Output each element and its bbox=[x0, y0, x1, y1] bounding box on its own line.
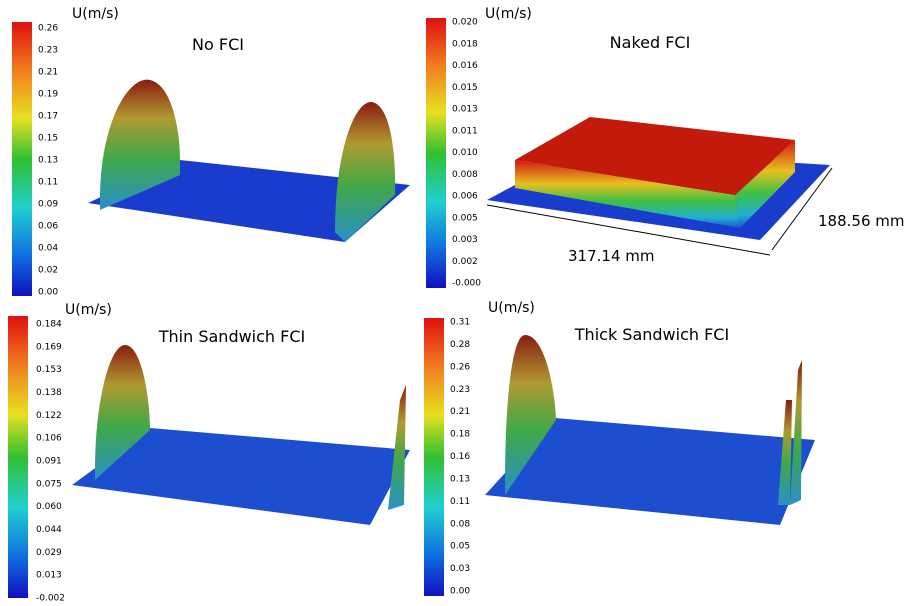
colorbar-tick-label: 0.17 bbox=[38, 112, 58, 122]
colorbar bbox=[8, 316, 28, 598]
colorbar-tick-label: 0.19 bbox=[38, 90, 58, 100]
colorbar-tick-label: 0.006 bbox=[452, 192, 478, 202]
unit-label: U(m/s) bbox=[65, 302, 112, 318]
colorbar-tick-label: 0.00 bbox=[38, 288, 58, 298]
colorbar bbox=[424, 318, 444, 596]
colorbar-tick-label: 0.122 bbox=[36, 411, 62, 421]
colorbar-tick-label: 0.23 bbox=[38, 46, 58, 56]
colorbar-tick-label: 0.184 bbox=[36, 320, 62, 330]
colorbar-tick-label: 0.169 bbox=[36, 342, 62, 352]
velocity-peak bbox=[335, 102, 395, 242]
colorbar-tick-label: 0.011 bbox=[452, 126, 478, 136]
panel-title: No FCI bbox=[192, 35, 244, 54]
unit-label: U(m/s) bbox=[488, 300, 535, 316]
colorbar-tick-label: 0.04 bbox=[38, 244, 58, 254]
colorbar-tick-label: 0.13 bbox=[450, 474, 470, 484]
velocity-peak bbox=[790, 360, 802, 505]
velocity-peak bbox=[388, 385, 406, 510]
colorbar-tick-label: 0.06 bbox=[38, 222, 58, 232]
colorbar-tick-label: 0.020 bbox=[452, 18, 478, 28]
colorbar-tick-label: 0.091 bbox=[36, 457, 62, 467]
colorbar-tick-label: 0.08 bbox=[450, 519, 470, 529]
page: U(m/s) No FCI U(m/s) Naked FCI 317.14 mm… bbox=[0, 0, 909, 606]
dimension-label: 317.14 mm bbox=[568, 247, 654, 265]
colorbar-tick-label: 0.153 bbox=[36, 365, 62, 375]
colorbar-tick-label: 0.02 bbox=[38, 266, 58, 276]
colorbar-tick-label: 0.075 bbox=[36, 479, 62, 489]
colorbar-tick-label: 0.005 bbox=[452, 213, 478, 223]
colorbar-tick-label: 0.013 bbox=[36, 571, 62, 581]
colorbar bbox=[12, 22, 32, 296]
colorbar-tick-label: 0.23 bbox=[450, 385, 470, 395]
colorbar-tick-label: 0.28 bbox=[450, 340, 470, 350]
colorbar-tick-label: 0.016 bbox=[452, 61, 478, 71]
colorbar-tick-label: 0.21 bbox=[450, 407, 470, 417]
dimension-label: 188.56 mm bbox=[818, 212, 904, 230]
colorbar-tick-label: 0.008 bbox=[452, 170, 478, 180]
colorbar-tick-label: 0.05 bbox=[450, 542, 470, 552]
colorbar-tick-label: 0.21 bbox=[38, 68, 58, 78]
colorbar-tick-label: 0.010 bbox=[452, 148, 478, 158]
colorbar-tick-label: 0.11 bbox=[38, 178, 58, 188]
colorbar-tick-label: 0.003 bbox=[452, 235, 478, 245]
colorbar bbox=[426, 18, 446, 288]
colorbar-tick-label: 0.26 bbox=[450, 362, 470, 372]
figure: U(m/s) No FCI U(m/s) Naked FCI 317.14 mm… bbox=[0, 0, 909, 606]
colorbar-tick-label: 0.013 bbox=[452, 105, 478, 115]
colorbar-tick-label: 0.138 bbox=[36, 388, 62, 398]
panel-title: Thin Sandwich FCI bbox=[158, 327, 306, 346]
colorbar-tick-label: -0.002 bbox=[36, 594, 65, 604]
panel-title: Naked FCI bbox=[610, 33, 691, 52]
colorbar-tick-label: 0.106 bbox=[36, 434, 62, 444]
colorbar-tick-label: 0.002 bbox=[452, 257, 478, 267]
colorbar-tick-label: 0.09 bbox=[38, 200, 58, 210]
colorbar-tick-label: 0.31 bbox=[450, 318, 470, 328]
colorbar-tick-label: 0.03 bbox=[450, 564, 470, 574]
colorbar-tick-label: 0.015 bbox=[452, 83, 478, 93]
colorbar-tick-label: 0.13 bbox=[38, 156, 58, 166]
unit-label: U(m/s) bbox=[72, 6, 119, 22]
colorbar-tick-label: 0.26 bbox=[38, 24, 58, 34]
colorbar-tick-label: 0.060 bbox=[36, 502, 62, 512]
colorbar-tick-label: 0.00 bbox=[450, 587, 470, 597]
unit-label: U(m/s) bbox=[485, 6, 532, 22]
colorbar-tick-label: 0.029 bbox=[36, 548, 62, 558]
colorbar-tick-label: 0.11 bbox=[450, 497, 470, 507]
colorbar-tick-label: 0.15 bbox=[38, 134, 58, 144]
colorbar-tick-label: 0.044 bbox=[36, 525, 62, 535]
colorbar-tick-label: -0.000 bbox=[452, 279, 481, 289]
colorbar-tick-label: 0.18 bbox=[450, 430, 470, 440]
colorbar-tick-label: 0.018 bbox=[452, 39, 478, 49]
colorbar-tick-label: 0.16 bbox=[450, 452, 470, 462]
panel-title: Thick Sandwich FCI bbox=[574, 325, 729, 344]
